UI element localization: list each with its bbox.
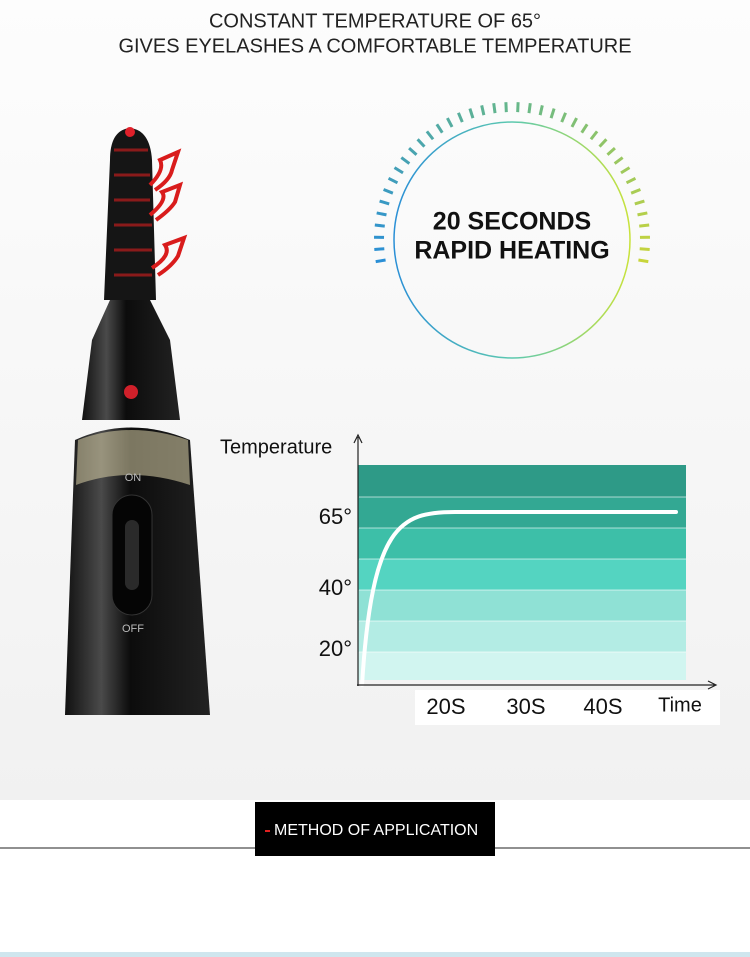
axes <box>353 433 718 690</box>
device-neck <box>82 300 180 420</box>
y-tick-label: 40° <box>319 575 352 600</box>
device-slider <box>125 520 139 590</box>
x-tick-label: 20S <box>426 694 465 719</box>
ring-tick <box>630 188 641 195</box>
band <box>358 528 686 559</box>
ring-tick <box>393 166 404 175</box>
band <box>358 621 686 652</box>
ring-tick <box>634 199 645 206</box>
section-box <box>255 802 495 856</box>
ring-tick <box>598 138 608 148</box>
ring-tick <box>425 130 435 141</box>
ring-tick <box>613 156 624 165</box>
ring-tick <box>589 130 599 141</box>
ring <box>393 121 631 359</box>
device-comb <box>114 148 152 277</box>
band <box>358 652 686 680</box>
graph: Temperature 65° 40° 20° 20S 30S 40S Time <box>220 433 720 725</box>
ring-tick <box>480 105 486 116</box>
ring-tick <box>400 156 411 165</box>
ring-tick <box>435 123 444 134</box>
ring-tick <box>625 176 637 185</box>
ring-tick <box>492 103 497 114</box>
ring-tick <box>606 146 616 156</box>
ring-tick <box>639 247 650 251</box>
ring-tick <box>527 103 532 114</box>
ring-tick <box>416 138 426 148</box>
device-led <box>125 127 135 137</box>
device-head <box>104 128 156 300</box>
ring-tick <box>383 188 394 195</box>
band <box>358 559 686 590</box>
device: ON OFF <box>65 127 210 715</box>
ring-tick <box>379 199 390 206</box>
device-on-label: ON <box>125 472 142 484</box>
ring-ticks <box>373 102 651 264</box>
bottom-strip <box>0 952 750 957</box>
ring-tick <box>468 108 475 119</box>
device-button <box>124 385 138 399</box>
section-title: METHOD OF APPLICATION <box>274 822 478 839</box>
x-tick-label: 30S <box>506 694 545 719</box>
ring-tick <box>639 223 650 228</box>
band <box>358 465 686 497</box>
ring-tick <box>376 211 387 217</box>
ring-tick <box>560 112 567 123</box>
ring-tick <box>374 223 385 228</box>
x-axis-label: Time <box>658 694 702 716</box>
ring-tick <box>374 247 385 251</box>
ring-tick <box>620 166 631 175</box>
section-dash <box>265 830 270 832</box>
y-tick-label: 20° <box>319 636 352 661</box>
x-tick-label: 40S <box>583 694 622 719</box>
ring-tick <box>538 105 544 116</box>
badge-line: RAPID HEATING <box>414 237 609 265</box>
device-band <box>76 430 190 485</box>
ring-tick <box>387 176 399 185</box>
ring-tick <box>549 108 556 119</box>
device-off-label: OFF <box>122 623 144 635</box>
ring-tick <box>637 211 648 217</box>
heat-arrows <box>148 148 188 277</box>
header-line: CONSTANT TEMPERATURE OF 65° <box>209 10 541 32</box>
curve <box>360 510 678 687</box>
ring-tick <box>638 258 649 264</box>
ring-tick <box>457 112 464 123</box>
ring-tick <box>375 258 386 264</box>
band-lines <box>359 496 686 653</box>
badge-line: 20 SECONDS <box>433 208 591 236</box>
y-tick-label: 65° <box>319 504 352 529</box>
ring-tick <box>570 117 578 128</box>
band <box>358 590 686 621</box>
ring-tick <box>408 146 418 156</box>
y-axis-label: Temperature <box>220 436 332 458</box>
ring-tick <box>580 123 589 134</box>
x-label-box <box>415 690 720 725</box>
ring-tick <box>446 117 454 128</box>
header-line: GIVES EYELASHES A COMFORTABLE TEMPERATUR… <box>118 35 631 57</box>
